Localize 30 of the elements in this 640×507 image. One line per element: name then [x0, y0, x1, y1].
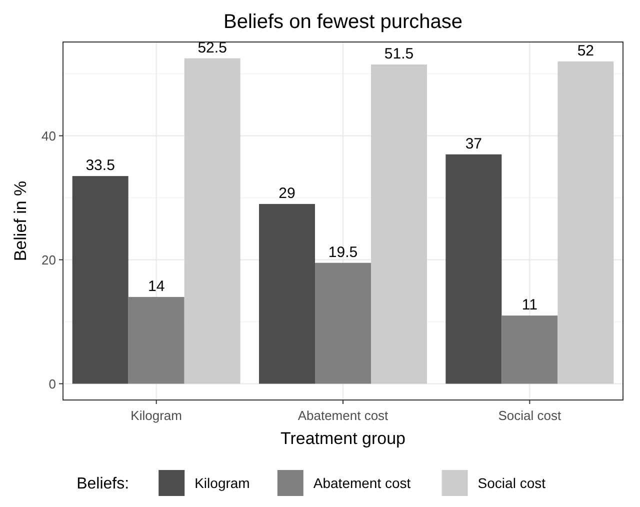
y-tick-label: 40 [42, 128, 56, 144]
data-label: 52 [577, 42, 594, 60]
data-label: 37 [465, 135, 482, 152]
bar [184, 58, 240, 384]
bar [446, 154, 502, 384]
y-tick-label: 20 [42, 252, 56, 268]
data-label: 19.5 [328, 244, 358, 261]
bar [558, 61, 614, 384]
bar [315, 262, 371, 384]
y-axis-title: Belief in % [11, 180, 30, 262]
legend-label: Kilogram [194, 474, 250, 491]
legend-label: Abatement cost [313, 474, 411, 491]
bar [128, 296, 184, 384]
x-tick-label: Kilogram [130, 408, 182, 423]
data-label: 14 [148, 278, 165, 295]
data-label: 51.5 [384, 45, 414, 62]
chart-title: Beliefs on fewest purchase [223, 11, 463, 33]
x-tick-label: Social cost [498, 408, 562, 423]
data-label: 29 [278, 184, 296, 202]
bar [502, 316, 558, 384]
y-tick-label: 0 [48, 376, 56, 392]
x-tick-label: Abatement cost [298, 408, 389, 423]
x-axis-title: Treatment group [280, 429, 406, 448]
legend-title: Beliefs: [76, 476, 130, 493]
bar [72, 176, 128, 384]
bar [259, 204, 315, 384]
legend-label: Social cost [478, 474, 546, 491]
data-label: 11 [522, 296, 538, 314]
bar [371, 64, 427, 384]
data-label: 33.5 [86, 157, 115, 174]
